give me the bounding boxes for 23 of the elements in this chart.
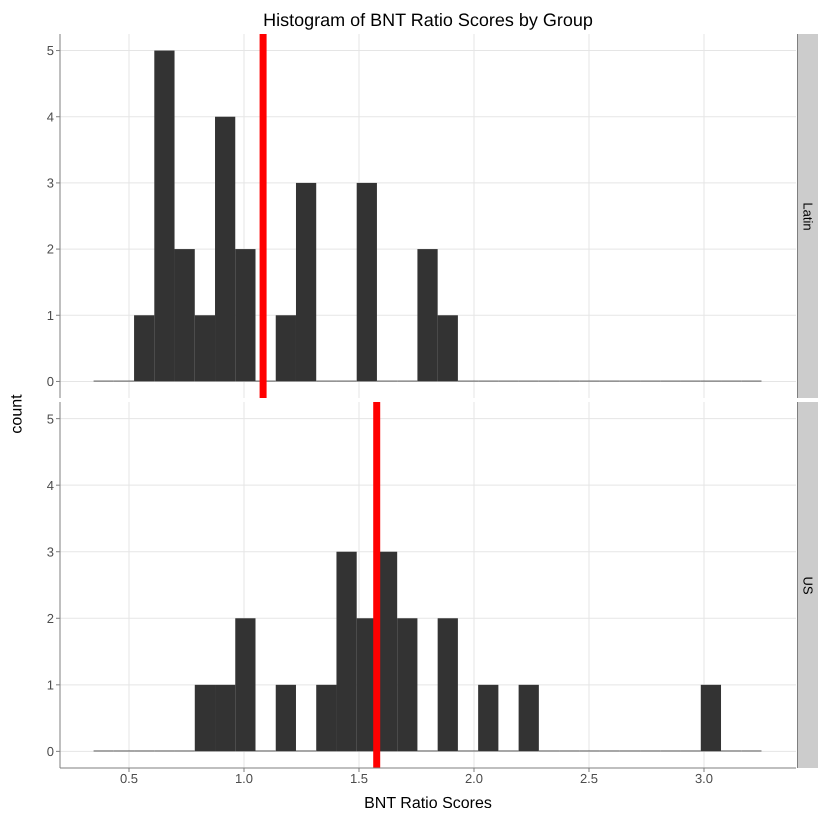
x-tick-label: 1.0 — [234, 771, 254, 786]
y-tick-label: 3 — [46, 176, 54, 191]
x-tick-label: 2.5 — [580, 771, 598, 786]
text: US — [800, 576, 816, 594]
y-tick-label: 1 — [46, 677, 54, 692]
x-tick-label: 0.5 — [120, 771, 138, 786]
y-tick-label: 4 — [46, 478, 54, 493]
y-tick-label: 1 — [46, 308, 54, 323]
y-tick-label: 0 — [46, 744, 54, 759]
x-tick-label: 3.0 — [694, 771, 714, 786]
x-axis-title: BNT Ratio Scores — [364, 795, 492, 812]
y-tick-label: 4 — [46, 109, 54, 124]
y-tick-label: 2 — [46, 610, 54, 626]
y-tick-label: 0 — [46, 374, 54, 390]
chart-title: Histogram of BNT Ratio Scores by Group — [262, 9, 594, 32]
y-tick-label: 5 — [46, 43, 54, 58]
text: Latin — [800, 202, 816, 230]
y-tick-label: 3 — [46, 544, 54, 560]
x-tick-label: 2.0 — [464, 771, 484, 786]
y-tick-label: 2 — [46, 242, 54, 257]
y-axis-title: count — [9, 394, 27, 434]
y-tick-label: 5 — [46, 411, 54, 426]
x-tick-label: 1.5 — [350, 771, 368, 786]
